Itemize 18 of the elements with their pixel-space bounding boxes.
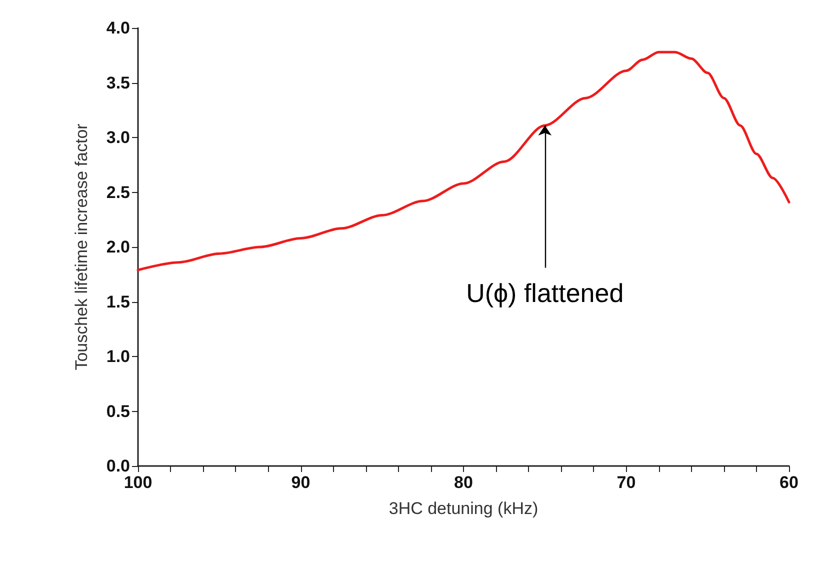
y-tick-label: 2.0 [106, 238, 130, 256]
x-tick-label: 70 [616, 473, 636, 492]
x-tick-label: 80 [454, 473, 473, 492]
y-tick-label: 3.5 [106, 73, 130, 92]
x-axis-title: 3HC detuning (kHz) [388, 499, 538, 518]
annotation: U(ϕ) flattened [466, 278, 624, 308]
y-tick-label: 3.0 [106, 128, 130, 147]
y-axis-title: Touschek lifetime increase factor [72, 123, 91, 370]
x-tick-label: 90 [291, 473, 310, 492]
y-tick-label: 0.5 [106, 402, 130, 421]
line-series [136, 50, 790, 272]
y-tick-label: 4.0 [106, 18, 130, 38]
y-tick-label: 1.0 [106, 347, 130, 366]
y-tick-label: 2.5 [106, 182, 130, 202]
x-tick-label: 60 [780, 473, 798, 492]
y-tick-label: 0.0 [106, 456, 130, 476]
y-tick-label: 1.5 [106, 292, 130, 312]
x-tick-label: 100 [124, 473, 152, 492]
